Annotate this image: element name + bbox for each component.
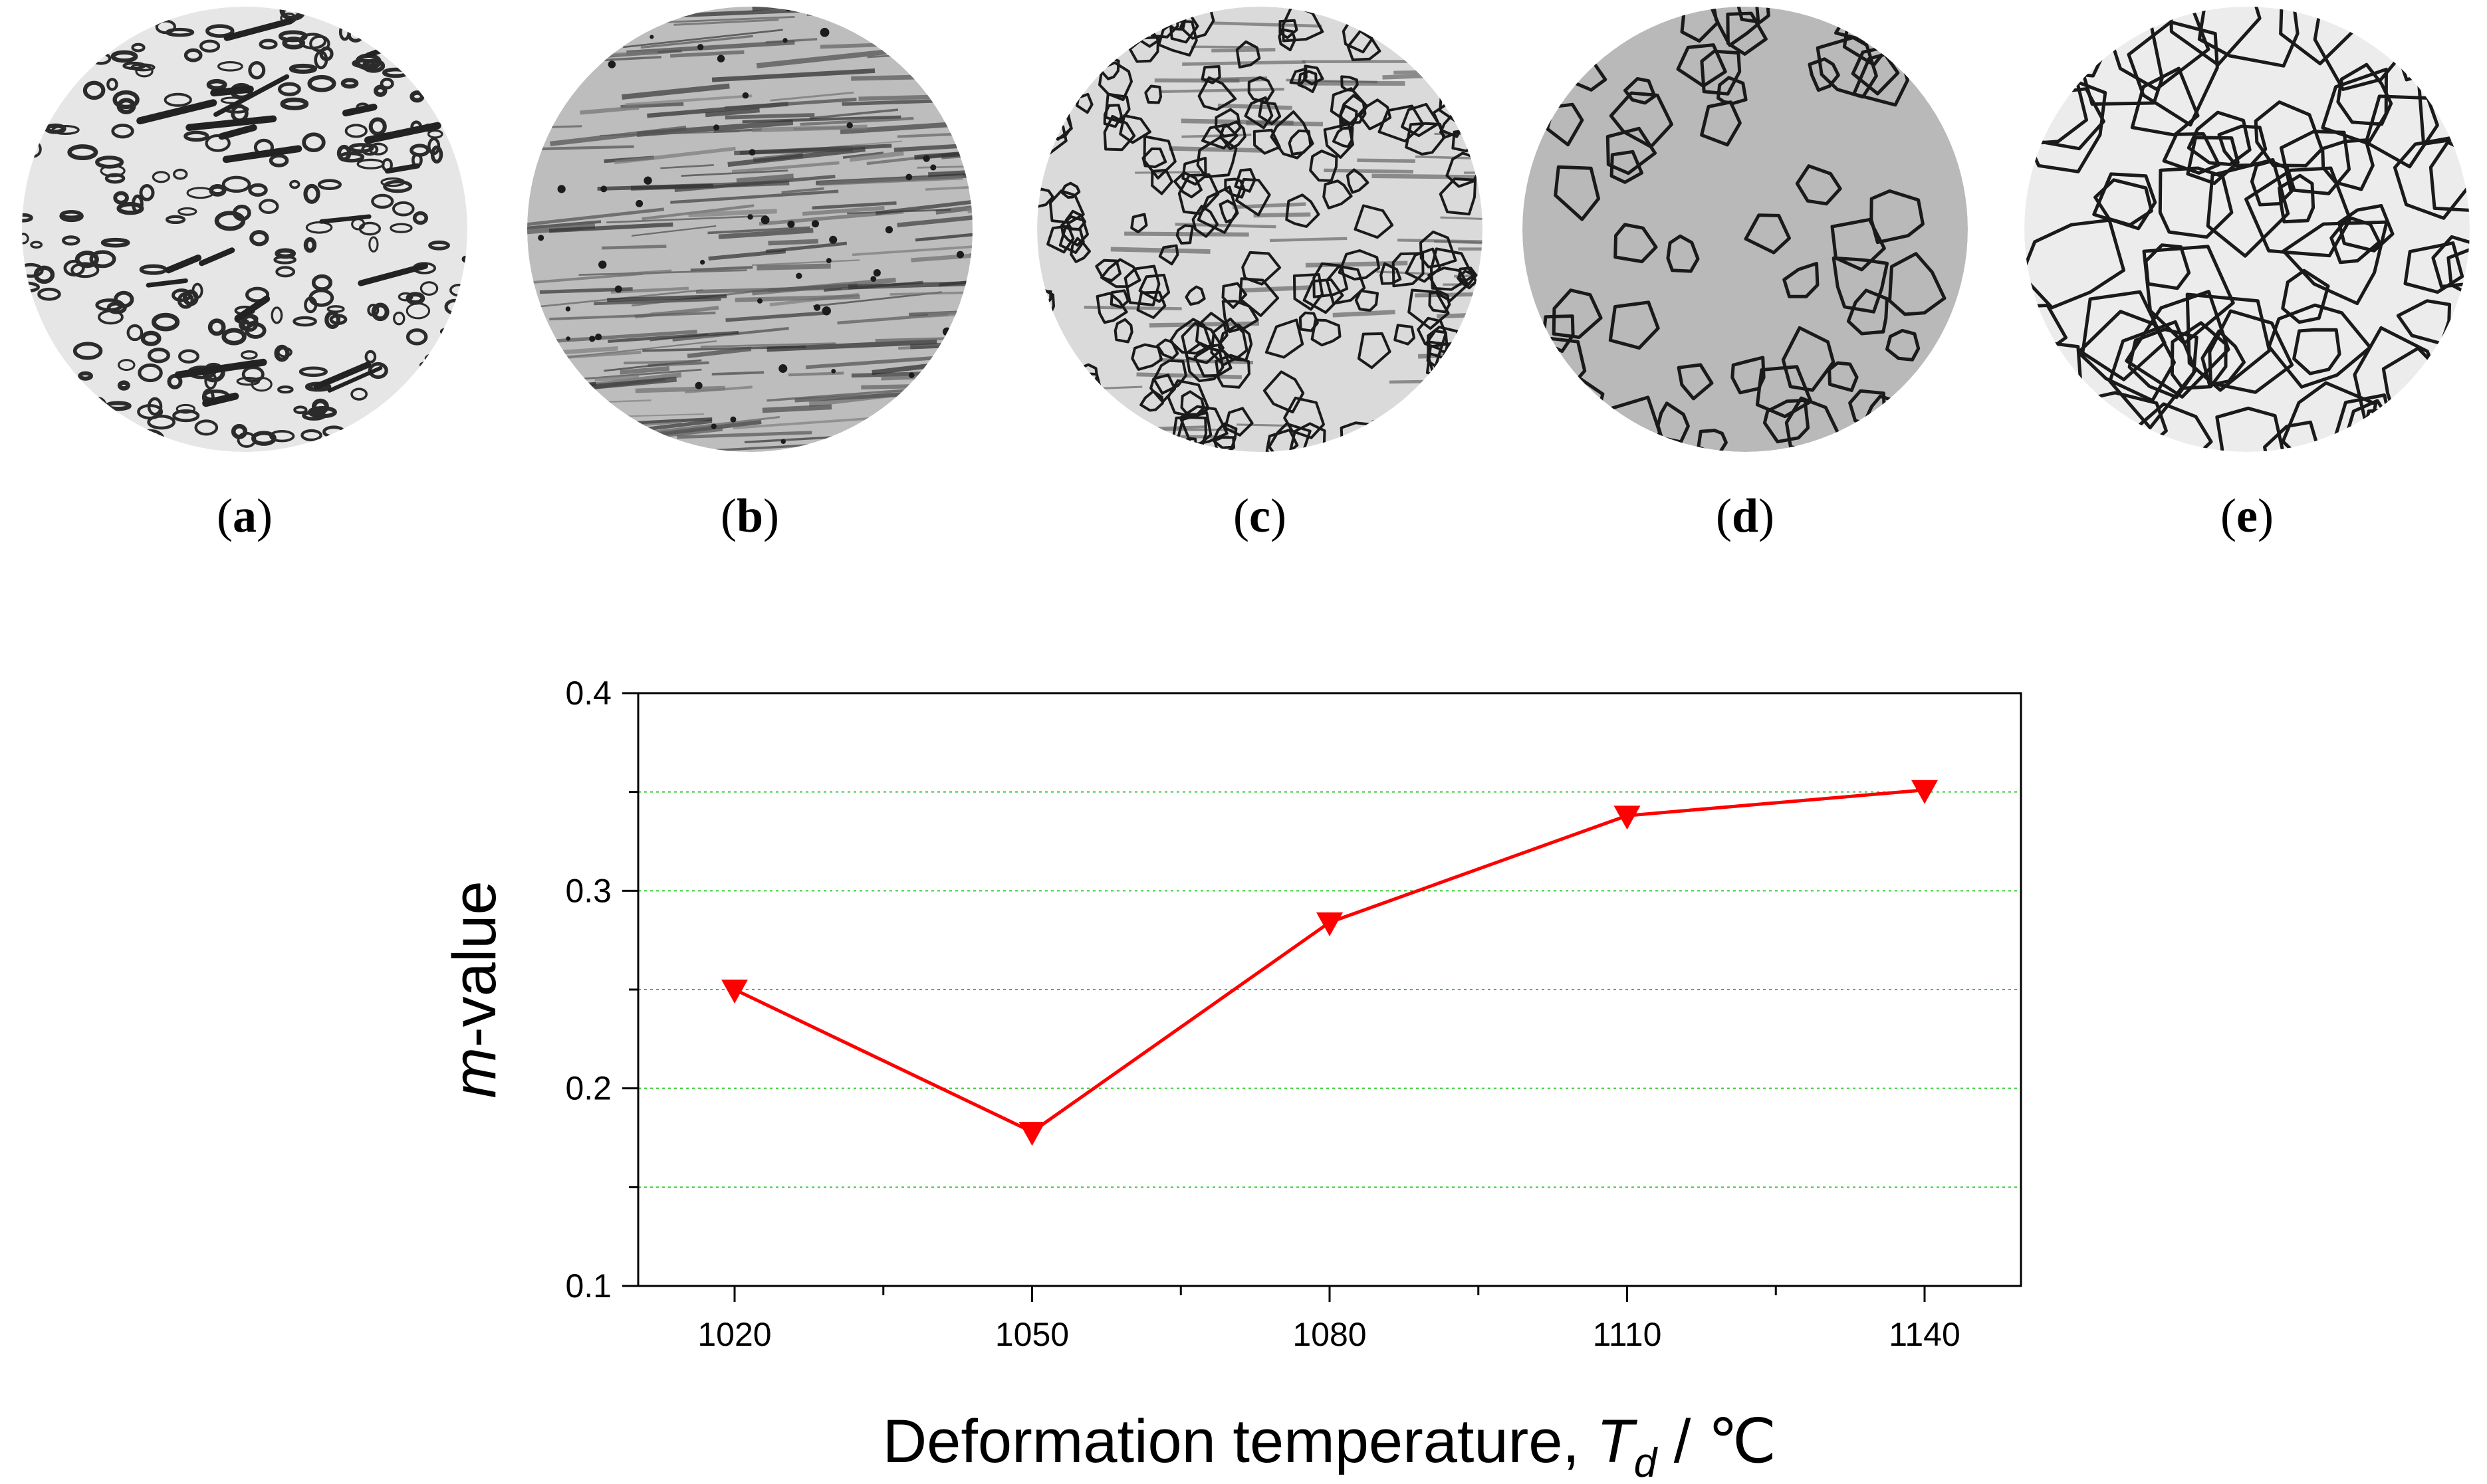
micrograph-e xyxy=(2024,7,2470,452)
y-tick-label: 0.3 xyxy=(565,872,612,909)
data-point xyxy=(1316,912,1343,936)
y-axis-label: m-value xyxy=(441,881,509,1098)
micrograph-row: (a) (b) (c) (d) (e) xyxy=(22,7,2470,542)
data-point xyxy=(1613,805,1641,830)
micrograph-c xyxy=(1037,7,1482,452)
micrograph-a xyxy=(22,7,467,452)
data-point xyxy=(1911,780,1938,804)
y-tick-label: 0.2 xyxy=(565,1070,612,1107)
x-tick-label: 1110 xyxy=(1593,1316,1662,1353)
data-point xyxy=(1018,1122,1046,1146)
x-tick-label: 1050 xyxy=(995,1316,1069,1353)
micrograph-d xyxy=(1522,7,1968,452)
series-line xyxy=(733,788,1925,1134)
panel-label-e: (e) xyxy=(2220,489,2274,542)
m-value-chart: 0.1 0.2 0.3 0.4 1020 1050 1080 1110 1140 Deformat… xyxy=(441,675,2022,1484)
x-tick-label: 1020 xyxy=(697,1316,771,1353)
x-tick-label: 1080 xyxy=(1292,1316,1366,1353)
y-tick-label: 0.4 xyxy=(565,675,612,712)
panel-label-a: (a) xyxy=(217,489,273,542)
data-point xyxy=(721,980,748,1004)
y-tick-label: 0.1 xyxy=(565,1267,612,1305)
x-tick-label: 1140 xyxy=(1889,1316,1960,1353)
panel-label-c: (c) xyxy=(1233,489,1286,542)
panel-label-b: (b) xyxy=(721,489,779,542)
x-axis-label: Deformation temperature, Td / ℃ xyxy=(883,1408,1777,1484)
panel-label-d: (d) xyxy=(1716,489,1774,542)
